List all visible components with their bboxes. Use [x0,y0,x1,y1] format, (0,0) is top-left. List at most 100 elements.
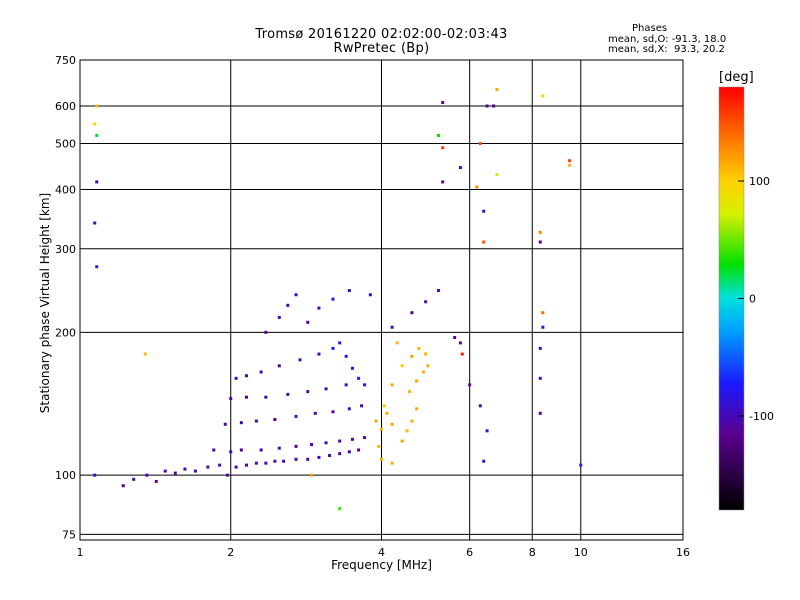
data-point [212,448,216,452]
data-point [350,366,354,370]
data-point [437,133,441,137]
data-point [254,461,258,465]
data-point [328,454,332,458]
data-point [482,209,486,213]
data-point [306,390,310,394]
data-point [460,352,464,356]
data-point [415,379,419,383]
y-tick-label: 200 [55,326,76,339]
data-point [424,352,428,356]
data-point [206,465,210,469]
y-tick-label: 75 [62,528,76,541]
data-points [93,87,583,511]
y-tick-label: 500 [55,138,76,151]
data-point [492,104,496,108]
data-point [357,448,361,452]
data-point [317,306,321,310]
x-tick-label: 10 [574,546,588,559]
data-point [410,419,414,423]
data-point [382,404,386,408]
data-point [294,293,298,297]
data-point [360,404,364,408]
data-point [568,159,572,163]
phases-heading: Phases [632,23,668,34]
data-point [338,452,342,456]
data-point [218,463,222,467]
data-point [121,484,125,488]
data-point [485,429,489,433]
data-point [286,392,290,396]
x-tick-label: 16 [676,546,690,559]
y-tick-label: 300 [55,243,76,256]
data-point [324,387,328,391]
data-point [347,289,351,293]
data-point [234,376,238,380]
data-point [264,395,268,399]
data-point [277,364,281,368]
data-point [568,163,572,167]
data-point [95,133,99,137]
data-point [390,422,394,426]
data-point [368,293,372,297]
data-point [417,346,421,350]
data-point [453,336,457,340]
data-point [485,104,489,108]
data-point [458,341,462,345]
data-point [538,240,542,244]
data-point [294,457,298,461]
data-point [495,87,499,91]
data-point [363,383,367,387]
data-point [95,180,99,184]
data-point [145,473,149,477]
data-point [541,94,545,98]
data-point [415,407,419,411]
chart-title: Tromsø 20161220 02:02:00-02:03:43 [255,27,508,42]
data-point [478,404,482,408]
data-point [173,471,177,475]
data-point [390,383,394,387]
data-point [390,325,394,329]
data-point [223,422,227,426]
data-point [277,315,281,319]
data-point [380,457,383,461]
data-point [538,411,542,415]
data-point [344,354,348,358]
data-point [374,419,378,423]
data-point [286,303,290,307]
data-point [234,465,238,469]
data-point [264,461,268,465]
data-point [306,320,310,324]
data-point [298,358,302,362]
data-point [331,410,335,414]
data-point [273,459,277,463]
data-point [338,341,342,345]
data-point [239,421,243,425]
data-point [344,383,348,387]
data-point [306,457,310,461]
data-point [347,450,351,454]
data-point [458,166,462,170]
data-point [277,446,281,450]
data-point [264,330,268,334]
colorbar-ticks: 100 0 -100 [738,175,774,423]
data-point [441,180,445,184]
data-point [294,414,298,418]
data-point [239,448,243,452]
data-point [482,240,486,244]
x-axis-label: Frequency [MHz] [331,558,432,572]
data-point [244,463,248,467]
x-tick-label: 8 [529,546,536,559]
data-point [380,427,383,431]
data-point [410,354,414,358]
data-point [408,390,412,394]
data-point [93,221,97,225]
data-point [331,297,335,301]
data-point [93,122,97,126]
data-point [400,439,404,443]
data-point [294,444,298,448]
data-point [363,436,367,440]
y-tick-label: 100 [55,469,76,482]
x-tick-label: 2 [227,546,234,559]
data-point [421,370,425,374]
